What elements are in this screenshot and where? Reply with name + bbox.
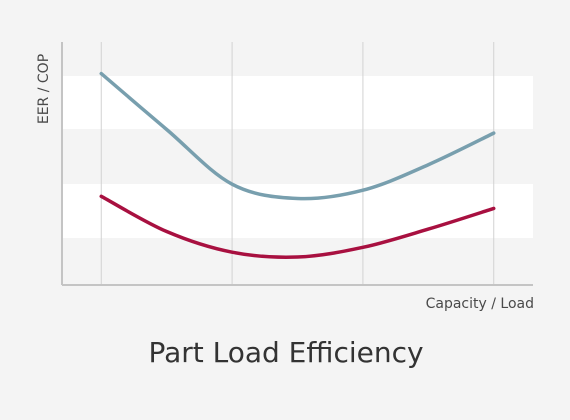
x-axis-label: Capacity / Load [426,296,534,312]
background-bands [62,76,533,238]
series-line-2 [99,194,496,260]
series-line-1 [99,71,496,201]
y-axis-label: EER / COP [36,54,52,124]
vertical-gridlines [100,42,495,285]
background-band [62,76,533,129]
chart-title: Part Load Efficiency [148,336,423,369]
series-lines [99,71,496,260]
background-band [62,184,533,238]
axes [61,42,533,286]
